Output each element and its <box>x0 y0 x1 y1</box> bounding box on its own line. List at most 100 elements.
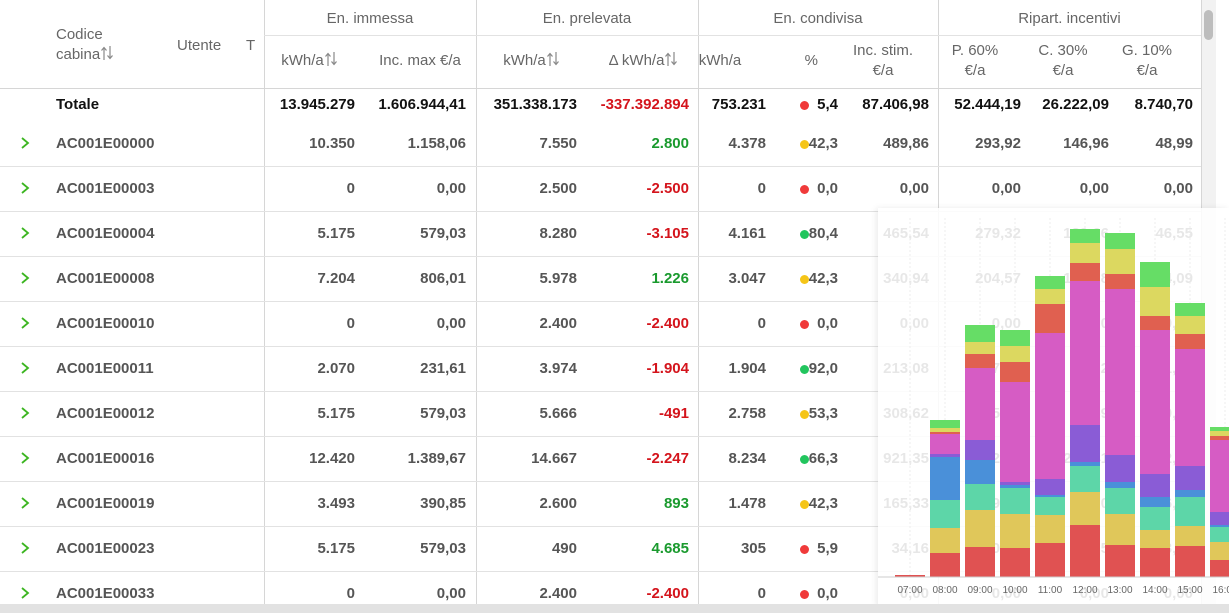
cell: 92,0 <box>808 360 838 377</box>
row-divider <box>0 571 1201 572</box>
bar-segment <box>965 342 995 354</box>
expand-toggle[interactable] <box>19 586 31 600</box>
bar-segment <box>1035 276 1065 289</box>
group-header: En. condivisa <box>773 10 863 27</box>
row-code: AC001E00033 <box>56 585 155 602</box>
row-divider <box>0 256 1201 257</box>
x-tick-label: 14:00 <box>1142 585 1167 596</box>
cell: 5,9 <box>817 540 838 557</box>
status-dot <box>800 590 809 599</box>
chart: 07:00 08:00 09:00 10:00 11:00 12:00 13:00 14:00… <box>878 218 1229 596</box>
cell: 42,3 <box>808 495 838 512</box>
bar-segment <box>1210 431 1229 436</box>
bar-segment <box>930 428 960 432</box>
bar-segment <box>1105 455 1135 482</box>
cell: 0,00 <box>436 180 466 197</box>
row-divider <box>0 346 1201 347</box>
cell: 753.231 <box>711 96 766 113</box>
sort-icon[interactable] <box>665 51 678 67</box>
bar-segment <box>1070 281 1100 425</box>
cell: 293,92 <box>975 135 1021 152</box>
column-header: % <box>804 52 818 69</box>
status-dot <box>800 101 809 110</box>
status-dot <box>800 230 809 239</box>
sort-icon[interactable] <box>546 51 559 67</box>
bar-segment <box>1175 349 1205 466</box>
cell: 2.758 <box>728 405 766 422</box>
sort-icon[interactable] <box>101 45 114 61</box>
cell: 42,3 <box>808 270 838 287</box>
bar-segment <box>1000 362 1030 382</box>
group-header: En. prelevata <box>542 10 632 27</box>
cell: 4.378 <box>728 135 766 152</box>
expand-toggle[interactable] <box>19 226 31 240</box>
status-dot <box>800 410 809 419</box>
cell: 4.161 <box>728 225 766 242</box>
status-dot <box>800 320 809 329</box>
cell: 0,0 <box>817 585 838 602</box>
bar-segment <box>1140 507 1170 530</box>
cell: 0,00 <box>899 180 929 197</box>
bar-segment <box>1175 303 1205 316</box>
bar-segment <box>1035 543 1065 577</box>
cell: 1.606.944,41 <box>378 96 466 113</box>
sort-icon[interactable] <box>324 51 337 67</box>
expand-toggle[interactable] <box>19 541 31 555</box>
row-code: AC001E00004 <box>56 225 155 242</box>
cell: 1.478 <box>728 495 766 512</box>
bar-segment <box>1140 316 1170 330</box>
cell: 52.444,19 <box>954 96 1021 113</box>
cell: 7.204 <box>317 270 355 287</box>
bar-segment <box>1070 229 1100 243</box>
cell: 7.550 <box>539 135 577 152</box>
bar-segment <box>1105 545 1135 577</box>
scrollbar-thumb[interactable] <box>1204 10 1213 40</box>
cell: 5.175 <box>317 405 355 422</box>
cell: 3.493 <box>317 495 355 512</box>
bar-segment <box>1070 525 1100 577</box>
row-divider <box>0 211 1201 212</box>
status-dot <box>800 545 809 554</box>
cell: -2.247 <box>646 450 689 467</box>
total-label: Totale <box>56 96 100 113</box>
bar-segment <box>1000 330 1030 346</box>
bar-segment <box>1035 479 1065 495</box>
row-divider <box>0 481 1201 482</box>
cell: 2.500 <box>539 180 577 197</box>
expand-toggle[interactable] <box>19 361 31 375</box>
cell: 5.666 <box>539 405 577 422</box>
cell: -3.105 <box>646 225 689 242</box>
bar-segment <box>1210 427 1229 431</box>
bar-segment <box>1035 304 1065 333</box>
bar-segment <box>930 420 960 428</box>
expand-toggle[interactable] <box>19 451 31 465</box>
row-code: AC001E00003 <box>56 180 155 197</box>
expand-toggle[interactable] <box>19 181 31 195</box>
bar-segment <box>930 528 960 553</box>
row-code: AC001E00011 <box>56 360 154 377</box>
bar-segment <box>965 547 995 577</box>
expand-toggle[interactable] <box>19 136 31 150</box>
x-tick-label: 12:00 <box>1072 585 1097 596</box>
cell: 0 <box>757 585 766 602</box>
bar-segment <box>965 325 995 342</box>
cell: 2.800 <box>651 135 689 152</box>
bar-segment <box>965 460 995 484</box>
status-dot <box>800 365 809 374</box>
bar-segment <box>1000 382 1030 482</box>
bar-segment <box>1105 482 1135 488</box>
bar-segment <box>1035 289 1065 304</box>
cell: 5,4 <box>817 96 838 113</box>
bar-segment <box>1175 466 1205 490</box>
bar-segment <box>1140 262 1170 287</box>
column-header: G. 10% €/a <box>1121 42 1173 79</box>
cell: 1.389,67 <box>407 450 466 467</box>
expand-toggle[interactable] <box>19 271 31 285</box>
expand-toggle[interactable] <box>19 316 31 330</box>
cell: 806,01 <box>420 270 466 287</box>
cell: 390,85 <box>420 495 466 512</box>
expand-toggle[interactable] <box>19 496 31 510</box>
expand-toggle[interactable] <box>19 406 31 420</box>
column-header: kWh/a <box>477 51 585 71</box>
bar-segment <box>1105 514 1135 545</box>
